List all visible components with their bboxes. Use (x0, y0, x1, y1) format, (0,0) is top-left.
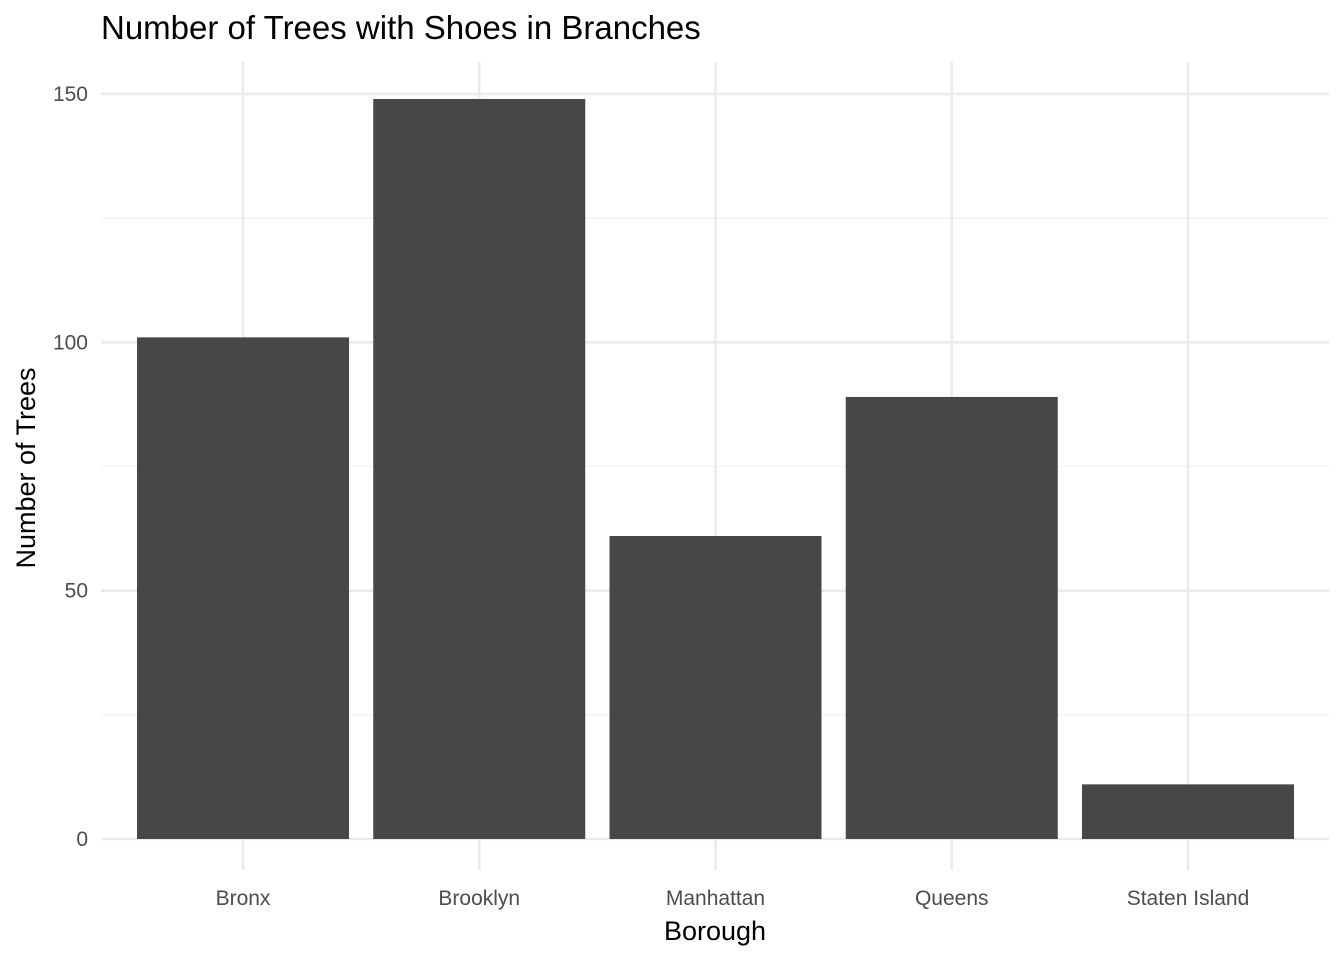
y-tick-label: 100 (53, 331, 88, 354)
x-tick-label: Manhattan (666, 887, 765, 910)
bar-manhattan (609, 536, 822, 839)
y-tick-label: 50 (65, 580, 88, 603)
x-tick-label: Staten Island (1127, 887, 1250, 910)
y-axis-tick-labels: 0 50 100 150 (53, 83, 88, 851)
bar-bronx (137, 337, 349, 839)
x-axis-tick-labels: Bronx Brooklyn Manhattan Queens Staten Islan… (216, 887, 1250, 910)
bar-brooklyn (373, 98, 586, 839)
x-axis-title: Borough (664, 916, 766, 946)
bars (137, 98, 1294, 839)
y-tick-label: 0 (76, 828, 88, 851)
x-tick-label: Bronx (216, 887, 271, 910)
x-tick-label: Queens (915, 887, 989, 910)
bar-queens (845, 396, 1058, 839)
chart-title: Number of Trees with Shoes in Branches (101, 9, 701, 46)
bar-staten-island (1082, 784, 1294, 839)
y-tick-label: 150 (53, 83, 88, 106)
y-axis-title: Number of Trees (11, 367, 41, 568)
x-tick-label: Brooklyn (438, 887, 520, 910)
